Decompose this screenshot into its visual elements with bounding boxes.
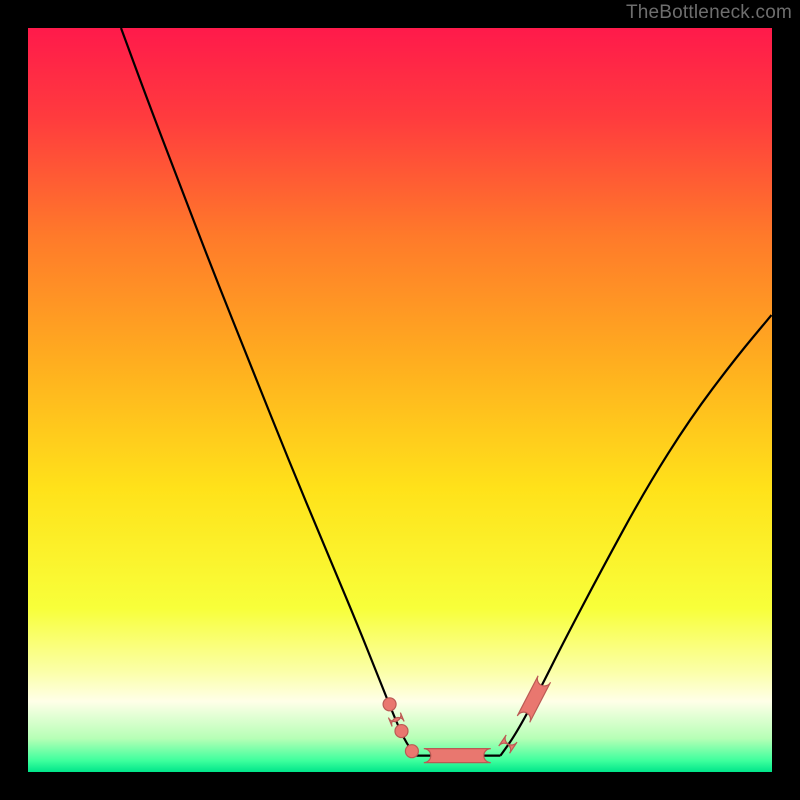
- marker-dot: [405, 745, 418, 758]
- marker-capsule: [499, 735, 517, 753]
- marker-capsule: [424, 749, 491, 763]
- watermark-text: TheBottleneck.com: [626, 2, 792, 24]
- chart-svg: [0, 0, 800, 800]
- chart-stage: TheBottleneck.com: [0, 0, 800, 800]
- marker-capsule: [517, 676, 550, 723]
- marker-dot: [395, 725, 408, 738]
- marker-dot: [383, 698, 396, 711]
- curve-left-branch: [121, 28, 415, 756]
